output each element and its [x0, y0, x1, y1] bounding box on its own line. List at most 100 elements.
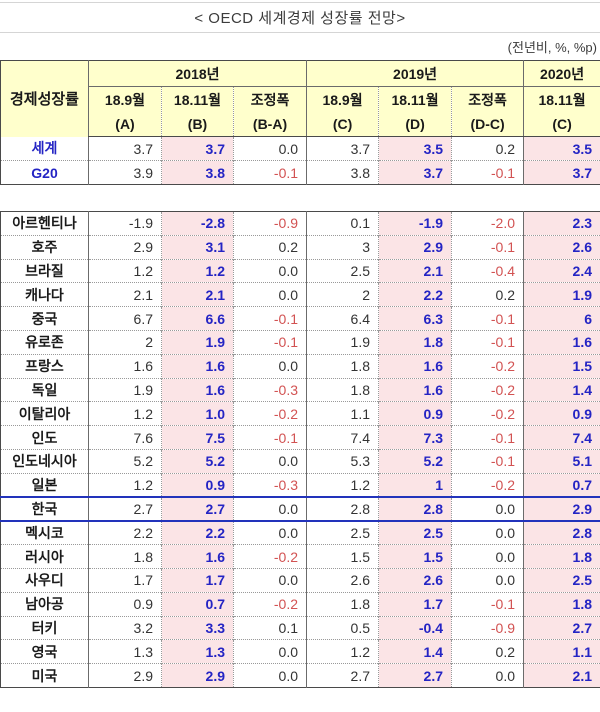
value-cell: 3.7	[523, 160, 600, 185]
value-cell: 1.6	[161, 544, 234, 569]
value-cell: 1.8	[523, 544, 600, 569]
value-cell: 0.9	[523, 401, 600, 426]
value-cell: -2.8	[161, 211, 234, 236]
row-label: 세계	[31, 140, 58, 157]
column-header: 18.9월 (A)	[88, 86, 162, 137]
value-cell: -0.9	[233, 211, 307, 236]
value-cell: 1.2	[161, 258, 234, 283]
value-cell: 2.1	[523, 663, 600, 688]
value-cell: -0.2	[451, 377, 524, 402]
value-cell: 2.6	[306, 567, 379, 593]
value-cell: -2.0	[451, 211, 524, 236]
value-cell: 5.1	[523, 448, 600, 474]
value-cell: 1.6	[523, 329, 600, 355]
row-label: 중국	[0, 306, 89, 331]
value-cell: 1.5	[378, 544, 452, 569]
value-cell: 2.5	[306, 520, 379, 545]
column-header: 조정폭 (D-C)	[451, 86, 524, 137]
value-cell: 1.6	[161, 377, 234, 402]
value-cell: 1.8	[378, 329, 452, 355]
value-cell: 3.2	[88, 615, 162, 640]
table-separator	[0, 185, 600, 211]
row-label: 한국	[0, 496, 89, 522]
value-cell: 0.2	[451, 136, 524, 161]
value-cell: 1.8	[523, 591, 600, 617]
value-cell: 0.0	[233, 639, 307, 664]
value-cell: 1.9	[523, 282, 600, 307]
value-cell: 6.7	[88, 306, 162, 331]
row-label: 터키	[0, 615, 89, 640]
value-cell: 0.2	[451, 639, 524, 664]
value-cell: 3.8	[161, 160, 234, 185]
value-cell: -0.3	[233, 472, 307, 498]
value-cell: 1.8	[306, 377, 379, 402]
value-cell: 2.2	[161, 520, 234, 545]
forecast-table-countries-block: 아르헨티나 -1.9 -2.8 -0.9 0.1 -1.9 -2.0 2.3 호주 2.9 3.1 0…	[0, 211, 600, 688]
value-cell: 0.0	[233, 258, 307, 283]
value-cell: -1.9	[378, 211, 452, 236]
value-cell: 3.5	[523, 136, 600, 161]
value-cell: 2.7	[88, 496, 162, 522]
value-cell: 1.6	[378, 353, 452, 379]
value-cell: -0.1	[451, 234, 524, 260]
value-cell: -0.9	[451, 615, 524, 640]
value-cell: 2.1	[88, 282, 162, 307]
value-cell: 0.9	[161, 472, 234, 498]
value-cell: 0.0	[233, 567, 307, 593]
value-cell: 2.5	[378, 520, 452, 545]
value-cell: 0.0	[233, 520, 307, 545]
value-cell: 0.7	[523, 472, 600, 498]
value-cell: 0.5	[306, 615, 379, 640]
row-label: 미국	[0, 663, 89, 688]
value-cell: 0.0	[451, 496, 524, 522]
value-cell: -0.1	[233, 329, 307, 355]
value-cell: 2.7	[161, 496, 234, 522]
value-cell: -0.1	[232, 160, 307, 185]
row-label: 영국	[0, 639, 89, 664]
value-cell: -0.1	[233, 306, 307, 331]
value-cell: 6.3	[378, 306, 452, 331]
value-cell: 0.0	[233, 496, 307, 522]
value-cell: 1.2	[88, 472, 162, 498]
value-cell: -0.1	[451, 160, 524, 185]
value-cell: -0.3	[233, 377, 307, 402]
value-cell: -0.1	[451, 425, 524, 450]
year-header: 2018년	[87, 60, 307, 87]
value-cell: 7.3	[378, 425, 452, 450]
value-cell: -0.2	[451, 353, 524, 379]
value-cell: 2.9	[161, 663, 234, 688]
value-cell: 3.8	[306, 160, 379, 185]
unit-note: (전년비, %, %p)	[507, 40, 597, 55]
value-cell: 6	[523, 306, 600, 331]
value-cell: -0.2	[233, 591, 307, 617]
value-cell: -0.2	[451, 472, 524, 498]
value-cell: -0.4	[378, 615, 452, 640]
row-label: 이탈리아	[0, 401, 89, 426]
value-cell: 1.0	[161, 401, 234, 426]
value-cell: 1	[378, 472, 452, 498]
value-cell: 7.6	[88, 425, 162, 450]
value-cell: 0.0	[233, 282, 307, 307]
value-cell: 1.2	[88, 258, 162, 283]
value-cell: 1.3	[161, 639, 234, 664]
value-cell: 3.3	[161, 615, 234, 640]
value-cell: 5.2	[161, 448, 234, 474]
value-cell: 1.6	[161, 353, 234, 379]
row-label: 브라질	[0, 258, 89, 283]
value-cell: 0.0	[233, 448, 307, 474]
value-cell: 2.1	[161, 282, 234, 307]
value-cell: 0.2	[451, 282, 524, 307]
value-cell: 1.3	[88, 639, 162, 664]
year-header: 2019년	[306, 60, 524, 87]
value-cell: 2	[306, 282, 379, 307]
value-cell: 6.4	[306, 306, 379, 331]
value-cell: 1.2	[306, 472, 379, 498]
value-cell: -0.2	[233, 401, 307, 426]
corner-header: 경제성장률	[0, 60, 89, 137]
value-cell: 0.9	[378, 401, 452, 426]
row-label: 인도네시아	[0, 448, 89, 474]
value-cell: 0.7	[161, 591, 234, 617]
value-cell: 3	[306, 234, 379, 260]
value-cell: 3.7	[88, 136, 162, 161]
